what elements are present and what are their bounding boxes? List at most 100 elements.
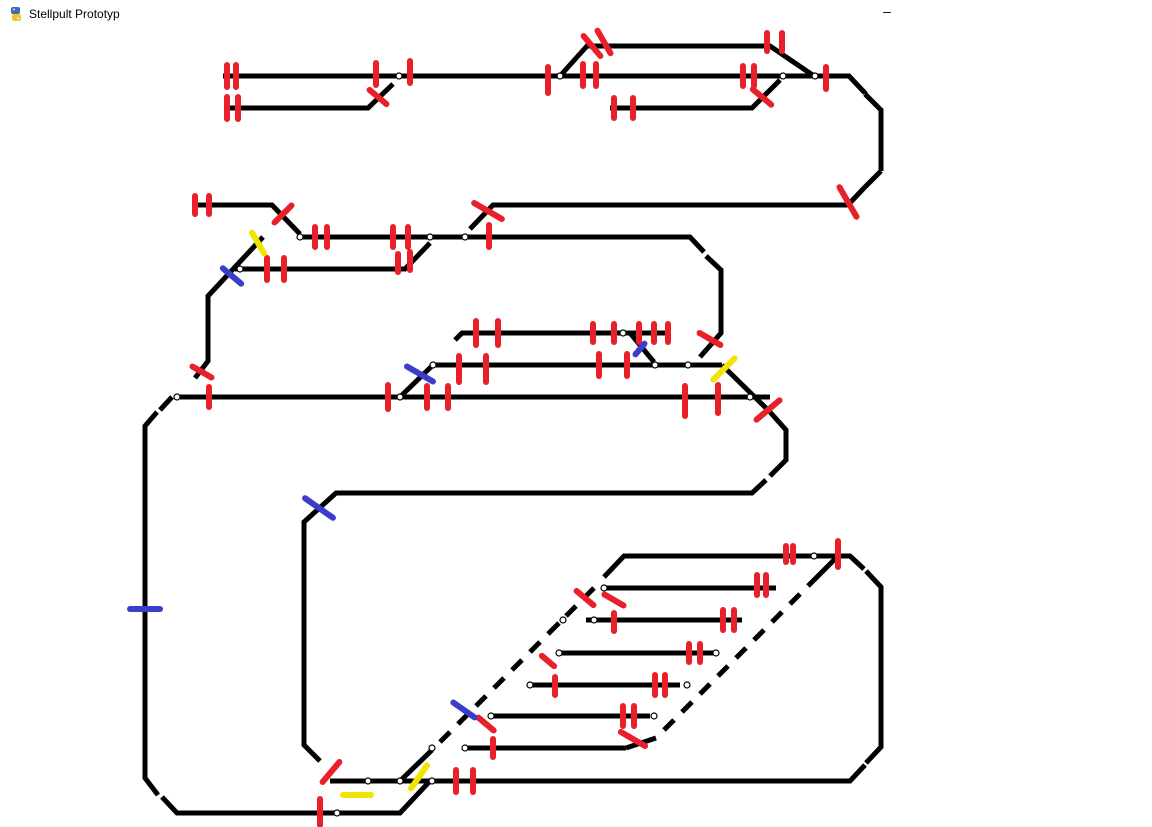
track-segment: [528, 640, 542, 654]
switch-joint[interactable]: [395, 72, 403, 80]
blue-signal[interactable]: [404, 363, 436, 385]
switch-joint[interactable]: [364, 777, 372, 785]
track-segment: [716, 664, 730, 678]
track-segment: [158, 395, 174, 412]
track-segment: [438, 730, 452, 744]
track-segment: [770, 610, 784, 624]
track-segment: [698, 254, 724, 359]
switch-joint[interactable]: [600, 584, 608, 592]
switch-joint[interactable]: [236, 265, 244, 273]
track-segment: [468, 186, 866, 231]
track-segment: [142, 410, 160, 797]
switch-joint[interactable]: [619, 329, 627, 337]
track-segment: [680, 700, 694, 714]
blue-signal[interactable]: [450, 699, 478, 721]
red-signal[interactable]: [594, 27, 614, 57]
track-segment: [193, 235, 265, 380]
title-bar: Stellpult Prototyp –: [0, 0, 1152, 30]
red-signal[interactable]: [471, 200, 505, 222]
red-signal[interactable]: [836, 184, 860, 220]
red-signal[interactable]: [601, 591, 627, 609]
track-segment: [160, 779, 432, 816]
switch-joint[interactable]: [559, 616, 567, 624]
yellow-signal[interactable]: [710, 355, 738, 383]
blue-signal[interactable]: [632, 340, 648, 358]
track-segment: [492, 676, 506, 690]
red-signal[interactable]: [753, 397, 783, 423]
red-signal[interactable]: [189, 363, 215, 381]
track-segment: [546, 621, 561, 636]
switch-joint[interactable]: [333, 809, 341, 817]
track-segment: [510, 658, 524, 672]
red-signal[interactable]: [573, 587, 597, 609]
track-segment: [862, 169, 883, 190]
red-signal[interactable]: [475, 714, 497, 734]
track-segment: [300, 234, 706, 254]
switch-joint[interactable]: [683, 681, 691, 689]
track-segment: [864, 569, 884, 765]
switch-joint[interactable]: [556, 72, 564, 80]
track-segment: [192, 202, 302, 236]
track-segment: [330, 763, 867, 784]
track-segment: [806, 554, 840, 588]
switch-joint[interactable]: [173, 393, 181, 401]
switch-joint[interactable]: [487, 712, 495, 720]
track-segment: [558, 43, 816, 79]
red-signal[interactable]: [538, 652, 558, 670]
switch-joint[interactable]: [526, 681, 534, 689]
switch-joint[interactable]: [651, 361, 659, 369]
track-segment: [788, 592, 802, 606]
track-segment: [235, 241, 432, 272]
switch-joint[interactable]: [396, 393, 404, 401]
switch-joint[interactable]: [428, 744, 436, 752]
track-segment: [863, 92, 884, 171]
switch-joint[interactable]: [684, 361, 692, 369]
track-segment: [398, 748, 434, 783]
switch-joint[interactable]: [428, 777, 436, 785]
track-segment: [225, 82, 395, 111]
switch-joint[interactable]: [712, 649, 720, 657]
switch-joint[interactable]: [779, 72, 787, 80]
switch-joint[interactable]: [555, 649, 563, 657]
window-title: Stellpult Prototyp: [29, 7, 120, 21]
track-segment: [602, 553, 866, 579]
track-segment: [564, 604, 578, 618]
track-segment: [610, 78, 782, 111]
yellow-signal[interactable]: [249, 229, 267, 257]
red-signal[interactable]: [749, 86, 775, 108]
switch-joint[interactable]: [650, 712, 658, 720]
blue-signal[interactable]: [302, 495, 336, 521]
switch-joint[interactable]: [811, 72, 819, 80]
switch-joint[interactable]: [461, 233, 469, 241]
track-segment: [734, 646, 748, 660]
switch-joint[interactable]: [746, 393, 754, 401]
track-segment: [662, 718, 676, 732]
track-segment: [548, 73, 868, 95]
track-segment: [398, 363, 435, 399]
track-segment: [768, 410, 789, 478]
red-signal[interactable]: [366, 86, 390, 108]
python-icon: [11, 7, 21, 21]
switch-joint[interactable]: [590, 616, 598, 624]
minimize-button[interactable]: –: [883, 3, 891, 19]
switch-joint[interactable]: [296, 233, 304, 241]
switch-joint[interactable]: [810, 552, 818, 560]
track-segment: [698, 682, 712, 696]
red-signal[interactable]: [580, 33, 604, 59]
switch-joint[interactable]: [426, 233, 434, 241]
track-segment: [752, 628, 766, 642]
track-segment: [456, 712, 470, 726]
yellow-signal[interactable]: [407, 762, 431, 792]
switch-joint[interactable]: [396, 777, 404, 785]
red-signal[interactable]: [617, 729, 649, 749]
switch-joint[interactable]: [461, 744, 469, 752]
red-signal[interactable]: [271, 202, 295, 226]
red-signal[interactable]: [319, 759, 343, 785]
switch-joint[interactable]: [429, 361, 437, 369]
red-signal[interactable]: [696, 330, 724, 348]
track-segment: [720, 363, 770, 412]
blue-signal[interactable]: [219, 265, 245, 287]
track-segment: [474, 694, 488, 708]
track-segment: [453, 330, 668, 342]
